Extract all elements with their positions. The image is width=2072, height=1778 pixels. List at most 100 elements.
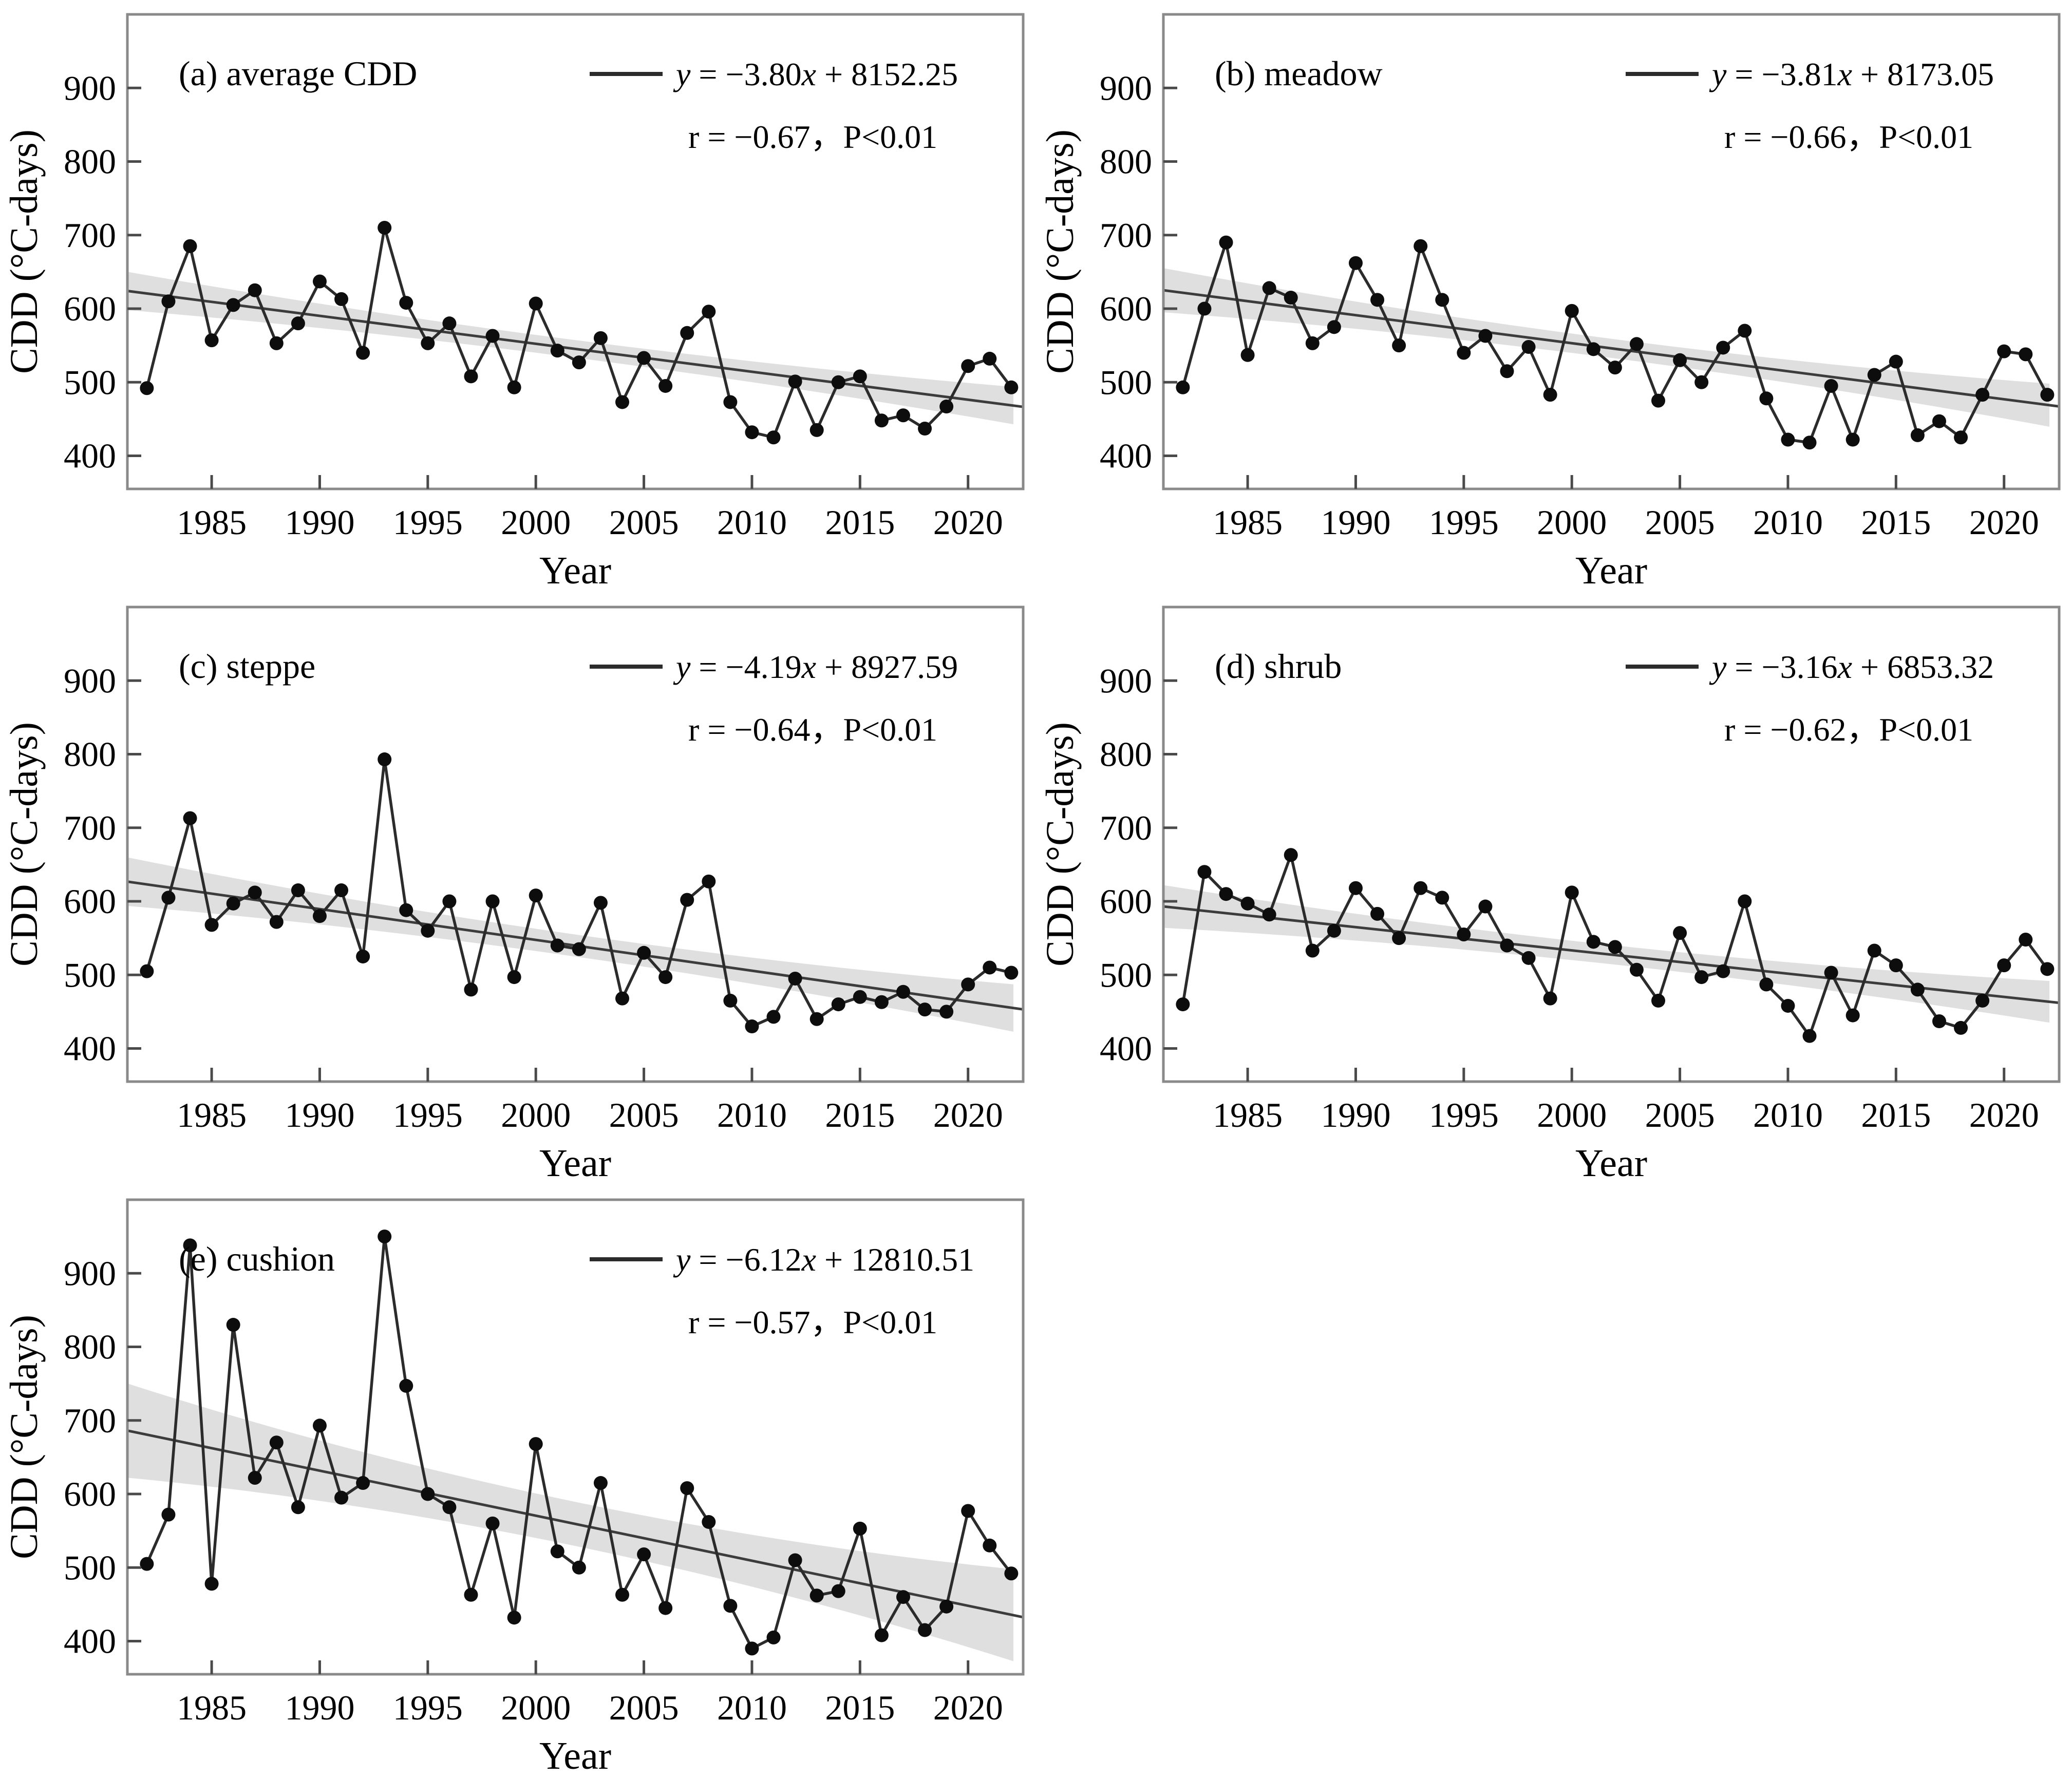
data-point (809, 1588, 824, 1603)
data-point (593, 896, 608, 910)
data-point (853, 1521, 867, 1536)
data-point (1392, 931, 1406, 945)
data-point (1457, 346, 1471, 360)
data-point (702, 1515, 716, 1529)
data-point (1975, 388, 1990, 402)
y-tick-label: 900 (1100, 68, 1152, 107)
data-point (1586, 935, 1600, 949)
axis-frame (126, 1198, 1025, 1676)
data-point (1305, 943, 1320, 958)
data-point (1457, 927, 1471, 941)
data-point (983, 960, 997, 975)
data-point (874, 413, 889, 428)
trend-line (1163, 289, 2060, 408)
data-point (1262, 281, 1276, 295)
data-point (421, 1487, 435, 1501)
data-point (378, 220, 392, 235)
y-tick-label: 400 (64, 437, 116, 476)
data-point (572, 942, 586, 956)
data-point (1781, 998, 1795, 1013)
y-tick-label: 800 (1100, 142, 1152, 181)
data-point (248, 885, 262, 900)
data-point (723, 395, 738, 409)
y-tick-label: 900 (64, 68, 116, 107)
x-axis-label: Year (1575, 549, 1647, 592)
data-point (291, 1500, 305, 1515)
data-point (983, 351, 997, 366)
panel-a-average-cdd-chart: 400 500 600 700 800 900 1985 1990 1995 2000 2005 20… (3, 13, 1025, 592)
y-tick-label: 900 (64, 661, 116, 700)
data-point (1521, 340, 1536, 354)
axis-frame (1162, 13, 2061, 490)
data-point (983, 1538, 997, 1553)
trend-line (127, 290, 1024, 408)
x-tick-label: 2010 (1753, 503, 1823, 542)
y-tick-label: 400 (64, 1622, 116, 1661)
data-point (442, 1500, 457, 1515)
legend-r-value: r = −0.57，P<0.01 (688, 1304, 937, 1340)
data-point (1500, 364, 1514, 379)
y-tick-label: 700 (64, 808, 116, 847)
data-point (723, 1599, 738, 1613)
data-point (183, 811, 197, 825)
data-point (269, 1435, 284, 1450)
y-axis-label: CDD (°C-days) (1039, 129, 1082, 374)
trend-line (1163, 905, 2060, 1005)
data-point (1608, 361, 1622, 375)
data-point (1694, 970, 1709, 985)
x-tick-label: 2015 (825, 1688, 895, 1727)
data-point (788, 374, 802, 389)
data-point (356, 346, 370, 360)
y-tick-label: 800 (1100, 735, 1152, 774)
x-tick-label: 1995 (393, 1095, 463, 1134)
data-point (809, 423, 824, 437)
data-point (680, 1481, 694, 1496)
data-point (1197, 865, 1212, 879)
data-point (1651, 393, 1666, 408)
data-point (248, 283, 262, 297)
data-point (1629, 962, 1644, 977)
y-tick-label: 500 (64, 955, 116, 994)
data-point (745, 1641, 759, 1656)
data-point (745, 1019, 759, 1034)
data-point (334, 292, 349, 306)
data-point (766, 1010, 781, 1024)
legend-equation: y = −6.12x + 12810.51 (673, 1241, 974, 1278)
y-tick-label: 800 (64, 735, 116, 774)
data-point (1348, 881, 1363, 895)
data-point (831, 997, 845, 1012)
data-point (572, 1560, 586, 1575)
data-point (1414, 881, 1428, 895)
data-point (161, 294, 176, 309)
y-tick-label: 800 (64, 1328, 116, 1367)
data-point (378, 752, 392, 767)
data-point (1004, 1566, 1019, 1581)
data-point (1414, 239, 1428, 253)
data-point (1997, 958, 2011, 973)
data-point (1392, 338, 1406, 353)
x-tick-label: 1985 (177, 1095, 247, 1134)
x-tick-label: 2000 (501, 1095, 571, 1134)
data-point (1435, 293, 1449, 307)
data-point (1004, 966, 1019, 980)
data-point (615, 991, 630, 1006)
x-tick-label: 2000 (1537, 503, 1607, 542)
x-tick-label: 1990 (285, 503, 354, 542)
data-point (1781, 432, 1795, 447)
data-point (1738, 894, 1752, 909)
data-point (226, 1318, 240, 1332)
data-point (788, 971, 802, 986)
x-tick-label: 1990 (1321, 1095, 1390, 1134)
panel-title: (b) meadow (1215, 54, 1383, 93)
data-point (831, 375, 845, 389)
data-point (529, 888, 543, 903)
data-point (183, 1238, 197, 1253)
y-tick-label: 700 (64, 1401, 116, 1440)
data-point (658, 379, 673, 393)
data-point (1824, 379, 1838, 393)
data-point (593, 1476, 608, 1490)
data-point (680, 893, 694, 907)
data-point (1845, 432, 1860, 447)
data-point (896, 1590, 910, 1604)
panel-b-meadow-chart: 400 500 600 700 800 900 1985 1990 1995 2000 2005 20… (1039, 13, 2061, 592)
